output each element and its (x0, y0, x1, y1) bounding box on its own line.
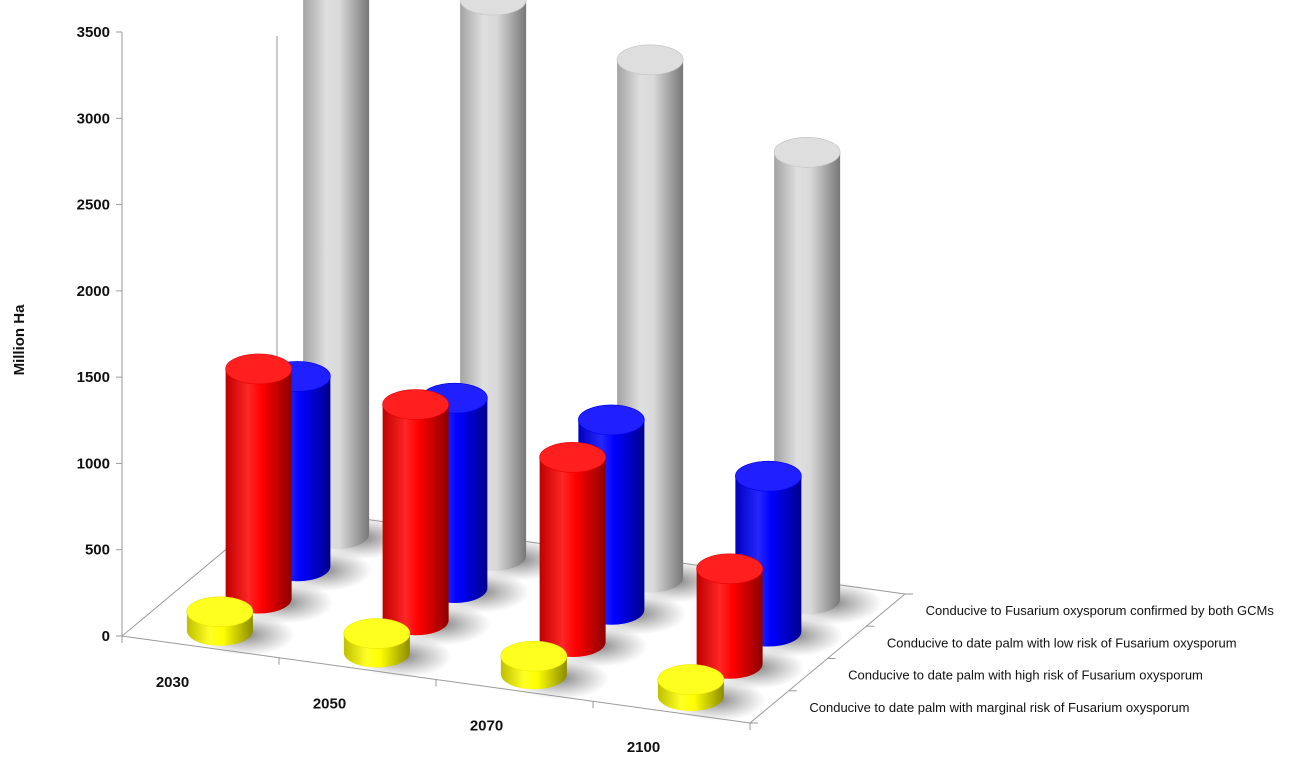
bar-top (578, 404, 645, 436)
bar-body (539, 457, 606, 658)
bar-body (696, 568, 763, 679)
bar-top (225, 353, 292, 385)
y-tick-label: 1000 (77, 455, 110, 472)
bar-2070-series-1 (500, 640, 609, 700)
series-label: Conducive to date palm with low risk of … (887, 635, 1237, 650)
y-tick-label: 1500 (77, 369, 110, 386)
bar-top (382, 389, 449, 420)
y-axis-title: Million Ha (11, 304, 28, 375)
y-tick-label: 3000 (77, 110, 110, 127)
bar-body (382, 404, 449, 636)
bar-2050-series-1 (343, 618, 452, 678)
series-label: Conducive to date palm with high risk of… (848, 668, 1203, 683)
y-tick-label: 0 (102, 628, 110, 645)
bar-top (735, 460, 802, 492)
bar-body (225, 368, 292, 614)
bar-top (616, 44, 684, 76)
bar-top (500, 640, 568, 672)
bar-2100-series-2 (696, 553, 805, 689)
series-label: Conducive to Fusarium oxysporum confirme… (926, 603, 1275, 618)
labels: 0 500 1000 1500 2000 2500 3000 3500 Million Ha 20… (11, 24, 1275, 756)
y-tick-label: 500 (85, 542, 110, 559)
x-tick-label: 2030 (156, 674, 189, 691)
y-tick-label: 3500 (77, 24, 110, 41)
bar-2100-series-1 (657, 664, 766, 721)
y-tick-label: 2000 (77, 283, 110, 300)
bar-top (773, 136, 841, 168)
bar-top (539, 442, 606, 473)
bar-top (459, 0, 527, 16)
bar-top (657, 664, 725, 695)
bars (186, 0, 883, 721)
bar-top (696, 553, 763, 585)
x-tick-label: 2100 (627, 739, 660, 754)
y-tick-label: 2500 (77, 197, 110, 214)
bar-top (343, 618, 411, 649)
bar-2030-series-1 (186, 596, 295, 656)
series-label: Conducive to date palm with marginal ris… (809, 700, 1189, 715)
x-tick-label: 2050 (313, 696, 346, 713)
x-tick-label: 2070 (470, 717, 503, 734)
bar-2070-series-2 (539, 442, 648, 667)
bar-2030-series-2 (225, 353, 334, 624)
bar-top (186, 596, 254, 628)
bar-2050-series-2 (382, 389, 491, 646)
